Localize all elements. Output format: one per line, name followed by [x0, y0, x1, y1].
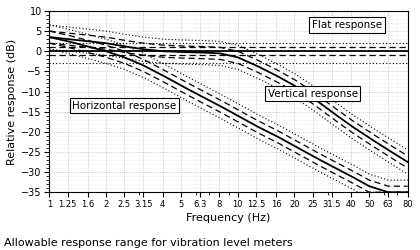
Text: Allowable response range for vibration level meters: Allowable response range for vibration l… — [4, 238, 293, 248]
X-axis label: Frequency (Hz): Frequency (Hz) — [186, 213, 271, 223]
Text: Vertical response: Vertical response — [268, 88, 358, 99]
Text: Horizontal response: Horizontal response — [72, 101, 176, 111]
Y-axis label: Relative response (dB): Relative response (dB) — [7, 38, 17, 165]
Text: Flat response: Flat response — [312, 20, 382, 30]
